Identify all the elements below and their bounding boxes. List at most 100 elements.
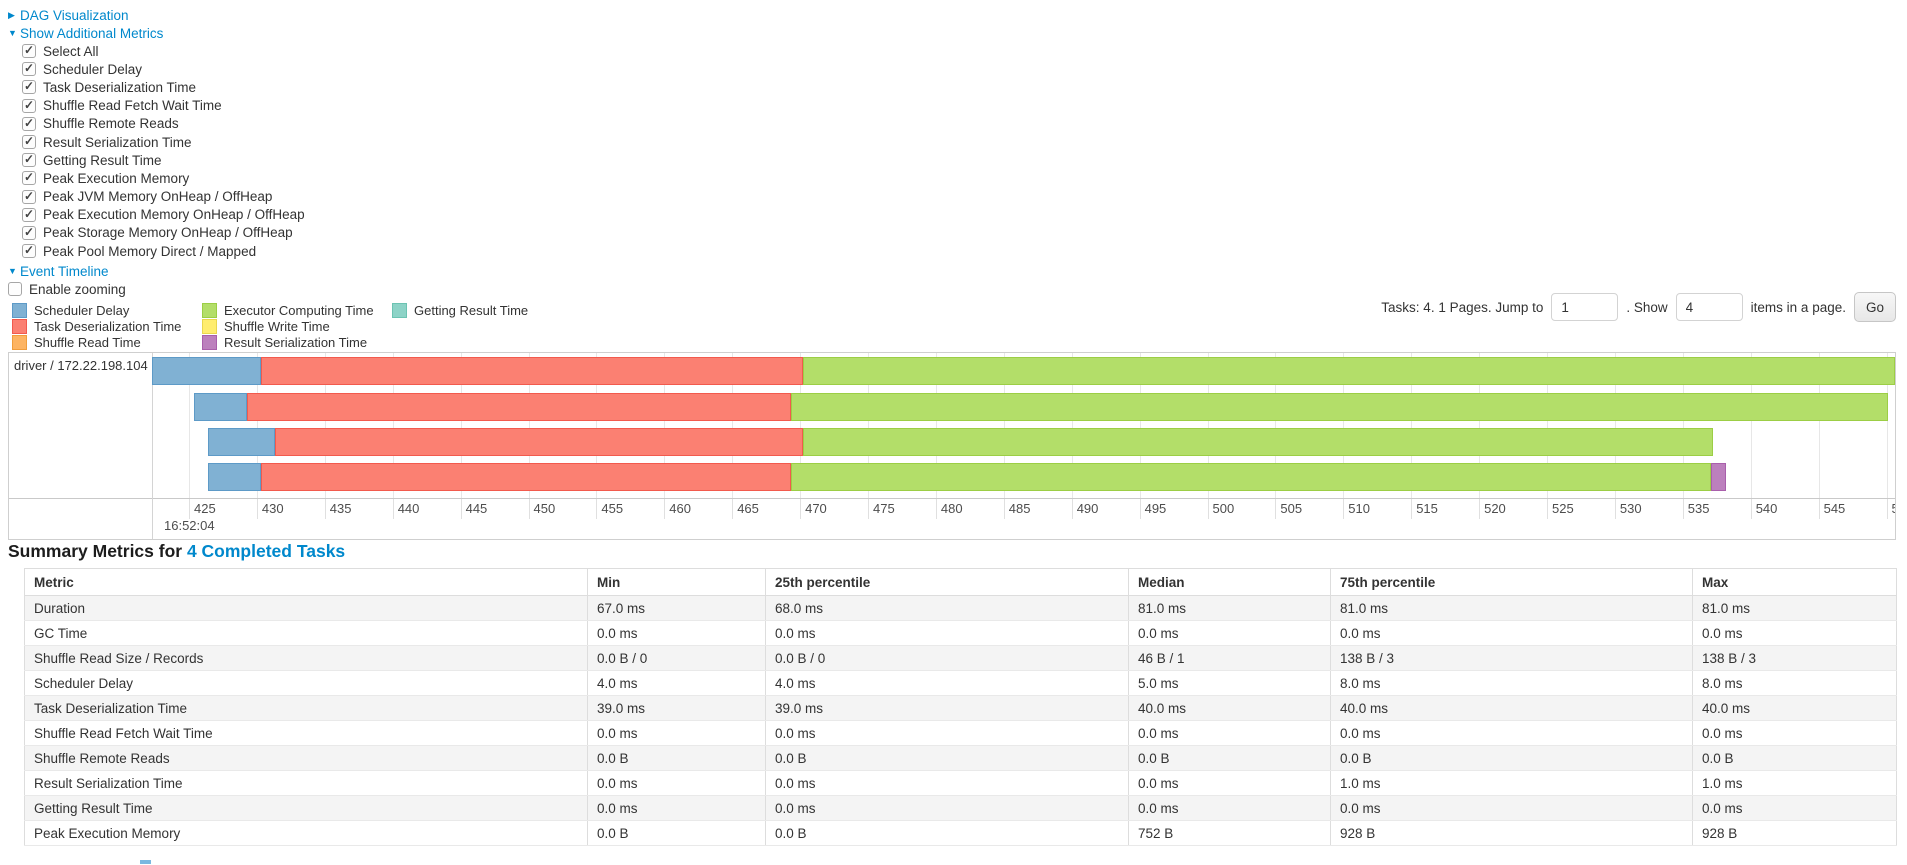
- task-1-segment-scheduler-delay[interactable]: [194, 393, 248, 421]
- task-0-segment-scheduler-delay[interactable]: [152, 357, 261, 385]
- metric-value-cell: 0.0 ms: [1128, 770, 1331, 796]
- table-row: Shuffle Remote Reads 0.0 B 0.0 B 0.0 B 0.0 B…: [24, 745, 1897, 771]
- metric-checkbox-label: Select All: [43, 43, 99, 59]
- collapse-arrow-icon: ▼: [8, 28, 17, 38]
- task-2-segment-executor-computing[interactable]: [802, 428, 1713, 456]
- task-0-segment-executor-computing[interactable]: [802, 357, 1895, 385]
- task-deserialization-swatch-icon: [12, 318, 27, 334]
- metric-checkbox-row: Peak Execution Memory: [22, 169, 305, 187]
- column-header: Min: [587, 568, 766, 596]
- metric-value-cell: 0.0 ms: [1128, 720, 1331, 746]
- tick-stub: [460, 498, 462, 519]
- metric-checkbox-2[interactable]: [22, 79, 36, 95]
- metric-checkbox-6[interactable]: [22, 152, 36, 168]
- tick-stub: [664, 498, 666, 519]
- tick-stub: [1886, 498, 1888, 519]
- result-serialization-swatch-icon: [202, 334, 217, 350]
- metric-checkbox-label: Task Deserialization Time: [43, 79, 197, 95]
- metric-value-cell: 0.0 ms: [1692, 620, 1897, 646]
- tick-label: 500: [1212, 501, 1235, 516]
- completed-tasks-link[interactable]: 4 Completed Tasks: [186, 541, 346, 561]
- legend-column-2: Executor Computing Time Shuffle Write Tim…: [202, 302, 374, 350]
- metric-checkbox-8[interactable]: [22, 189, 36, 204]
- task-2-segment-task-deserialization[interactable]: [274, 428, 803, 456]
- task-2-segment-scheduler-delay[interactable]: [208, 428, 275, 456]
- enable-zooming-checkbox[interactable]: [8, 282, 22, 297]
- tick-stub: [1614, 498, 1616, 519]
- metric-value-cell: 40.0 ms: [1330, 695, 1693, 721]
- tick-label: 440: [397, 501, 420, 516]
- metric-checkbox-0[interactable]: [22, 43, 36, 59]
- metric-value-cell: 0.0 ms: [765, 620, 1129, 646]
- metric-checkbox-label: Shuffle Remote Reads: [43, 116, 179, 132]
- table-row: Scheduler Delay 4.0 ms 4.0 ms 5.0 ms 8.0 ms 8…: [24, 670, 1897, 696]
- legend-item-getting-result: Getting Result Time: [392, 302, 528, 318]
- task-3-segment-result-serialization[interactable]: [1711, 463, 1727, 491]
- metric-checkbox-4[interactable]: [22, 116, 36, 131]
- task-1-segment-executor-computing[interactable]: [790, 393, 1888, 421]
- pagination-prefix: Tasks: 4. 1 Pages. Jump to: [1381, 299, 1544, 315]
- tick-stub: [1682, 498, 1684, 519]
- event-timeline-toggle[interactable]: ▼ Event Timeline: [8, 262, 126, 280]
- table-row: Task Deserialization Time 39.0 ms 39.0 ms 4…: [24, 695, 1897, 721]
- metric-checkbox-label: Peak Storage Memory OnHeap / OffHeap: [43, 225, 293, 241]
- gridline: [596, 353, 598, 498]
- gridline: [1479, 353, 1481, 498]
- metric-checkbox-10[interactable]: [22, 225, 36, 240]
- table-row: Duration 67.0 ms 68.0 ms 81.0 ms 81.0 ms 81.0…: [24, 595, 1897, 621]
- gridline: [1139, 353, 1141, 498]
- metric-name-cell: Duration: [24, 595, 588, 621]
- tick-stub: [1071, 498, 1073, 519]
- metric-value-cell: 8.0 ms: [1692, 670, 1897, 696]
- metric-checkbox-label: Peak Pool Memory Direct / Mapped: [43, 243, 257, 259]
- metric-checkbox-5[interactable]: [22, 134, 36, 150]
- task-3-segment-scheduler-delay[interactable]: [208, 463, 261, 491]
- show-additional-metrics-label: Show Additional Metrics: [20, 25, 164, 41]
- gridline: [732, 353, 734, 498]
- metric-checkbox-9[interactable]: [22, 207, 36, 222]
- task-3-segment-executor-computing[interactable]: [790, 463, 1712, 491]
- gridline: [868, 353, 869, 498]
- go-button[interactable]: Go: [1853, 292, 1896, 322]
- metric-checkbox-7[interactable]: [22, 170, 36, 186]
- metric-checkbox-row: Select All: [22, 42, 305, 60]
- legend-label: Executor Computing Time: [224, 302, 374, 318]
- metric-checkbox-3[interactable]: [22, 98, 36, 113]
- metric-checkbox-label: Peak Execution Memory: [43, 170, 190, 186]
- timeline-axis-line: [9, 498, 1895, 499]
- metric-value-cell: 0.0 ms: [1330, 795, 1693, 821]
- metric-value-cell: 0.0 ms: [587, 620, 766, 646]
- legend-label: Getting Result Time: [414, 302, 529, 318]
- task-3-segment-task-deserialization[interactable]: [260, 463, 791, 491]
- metric-checkbox-1[interactable]: [22, 61, 36, 77]
- metric-checkbox-11[interactable]: [22, 243, 36, 259]
- metric-value-cell: 138 B / 3: [1692, 645, 1897, 671]
- dag-visualization-toggle[interactable]: ▶ DAG Visualization: [8, 6, 305, 24]
- metric-value-cell: 5.0 ms: [1128, 670, 1331, 696]
- metric-value-cell: 40.0 ms: [1128, 695, 1331, 721]
- items-per-page-input[interactable]: [1675, 293, 1743, 321]
- task-1-segment-task-deserialization[interactable]: [247, 393, 791, 421]
- tick-label: 490: [1076, 501, 1099, 516]
- metric-value-cell: 0.0 B: [587, 745, 766, 771]
- tick-stub: [1750, 498, 1752, 519]
- tick-label: 515: [1416, 501, 1438, 516]
- tick-stub: [1207, 498, 1209, 519]
- task-0-segment-task-deserialization[interactable]: [260, 357, 803, 385]
- tick-stub: [1818, 498, 1820, 519]
- table-row: Shuffle Read Fetch Wait Time 0.0 ms 0.0 ms…: [24, 720, 1897, 746]
- gridline: [1411, 353, 1413, 498]
- metric-name-cell: Result Serialization Time: [24, 770, 588, 796]
- pagination-mid: . Show: [1626, 299, 1668, 315]
- metric-value-cell: 4.0 ms: [765, 670, 1129, 696]
- legend-label: Result Serialization Time: [224, 334, 368, 350]
- jump-to-page-input[interactable]: [1551, 293, 1619, 321]
- tick-stub: [935, 498, 937, 519]
- metric-value-cell: 68.0 ms: [765, 595, 1129, 621]
- metric-value-cell: 752 B: [1128, 820, 1331, 846]
- executor-computing-swatch-icon: [202, 302, 217, 318]
- enable-zooming-row: Enable zooming: [8, 280, 126, 298]
- show-additional-metrics-toggle[interactable]: ▼ Show Additional Metrics: [8, 24, 305, 42]
- metric-value-cell: 0.0 B: [587, 820, 766, 846]
- tick-label: 455: [601, 501, 624, 516]
